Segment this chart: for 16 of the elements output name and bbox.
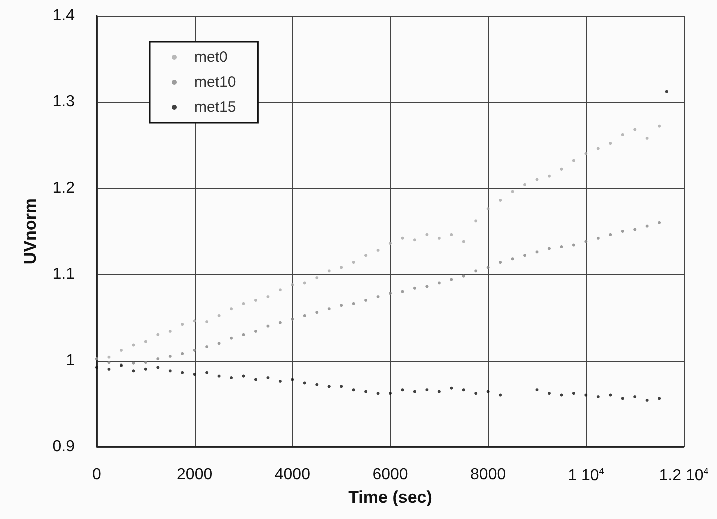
y-tick-label: 1.3 — [52, 94, 76, 111]
y-tick-label: 1.4 — [52, 8, 76, 24]
y-tick-label: 0.9 — [52, 438, 76, 456]
x-tick-label: 6000 — [372, 466, 408, 484]
x-tick-label: 0 — [92, 466, 102, 484]
x-tick-label: 8000 — [470, 466, 506, 484]
legend-label: met10 — [194, 74, 236, 91]
x-tick-label: 4000 — [274, 466, 311, 484]
y-axis-title: UVnorm — [21, 198, 40, 265]
y-tick-label: 1.2 — [52, 180, 76, 197]
legend-label: met15 — [194, 99, 236, 116]
y-tick-label: 1.1 — [52, 266, 76, 284]
x-tick-label: 2000 — [177, 466, 213, 484]
x-axis-title: Time (sec) — [348, 488, 432, 507]
y-tick-label: 1 — [66, 352, 76, 370]
legend-label: met0 — [194, 49, 228, 66]
